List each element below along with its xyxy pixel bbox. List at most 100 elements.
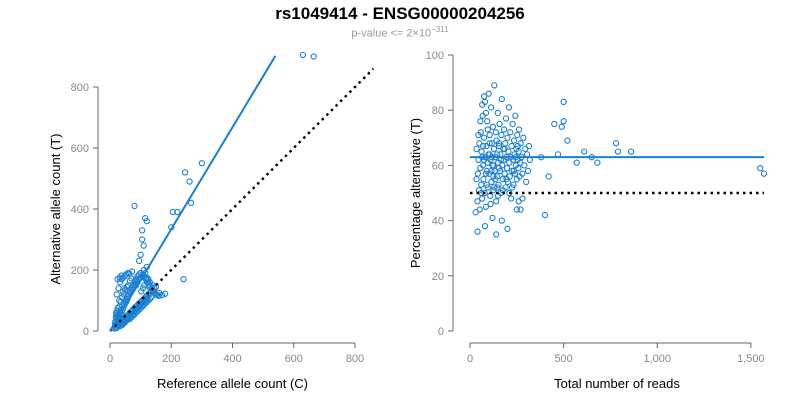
data-point	[182, 170, 187, 175]
data-point	[552, 121, 557, 126]
data-point	[511, 138, 516, 143]
data-point	[132, 203, 137, 208]
y-tick-label: 800	[71, 82, 89, 94]
data-point	[525, 168, 530, 173]
x-tick-label: 1,500	[737, 353, 765, 365]
data-point	[526, 143, 531, 148]
data-point	[493, 130, 498, 135]
data-point	[613, 141, 618, 146]
data-point	[559, 124, 564, 129]
plots-canvas: 0 200 400 600 8000200400600800Reference alle…	[0, 0, 800, 400]
x-axis-title: Reference allele count (C)	[157, 376, 308, 391]
data-point	[494, 199, 499, 204]
data-point	[488, 201, 493, 206]
data-point	[481, 135, 486, 140]
data-point	[189, 200, 194, 205]
data-point	[481, 177, 486, 182]
data-point	[141, 243, 146, 248]
data-point	[499, 97, 504, 102]
data-point	[524, 179, 529, 184]
data-point	[475, 171, 480, 176]
y-tick-label: 40	[432, 216, 444, 228]
y-tick-label: 200	[71, 265, 89, 277]
data-point	[565, 138, 570, 143]
data-point	[504, 166, 509, 171]
data-point	[488, 105, 493, 110]
y-axis-title: Percentage alternative (T)	[408, 118, 423, 268]
data-point	[140, 237, 145, 242]
data-point	[497, 121, 502, 126]
data-point	[506, 105, 511, 110]
data-point	[758, 166, 763, 171]
x-tick-label: 0	[467, 353, 473, 365]
data-point	[615, 149, 620, 154]
data-point	[491, 146, 496, 151]
data-point	[503, 141, 508, 146]
data-point	[478, 119, 483, 124]
x-axis-title: Total number of reads	[554, 376, 680, 391]
chart-panel-1: 0 200 400 600 800 0 200 400 600 800 Reference alle…	[48, 52, 373, 391]
data-point	[492, 83, 497, 88]
data-point	[520, 196, 525, 201]
x-tick-label: 0	[107, 353, 113, 365]
data-point	[490, 215, 495, 220]
y-tick-label: 100	[426, 50, 444, 62]
data-point	[501, 127, 506, 132]
y-tick-label: 80	[432, 105, 444, 117]
y-tick-label: 20	[432, 271, 444, 283]
data-region	[110, 52, 373, 331]
data-point	[561, 119, 566, 124]
y-tick-label: 0	[438, 326, 444, 338]
x-tick-label: 600	[285, 353, 303, 365]
data-point	[475, 229, 480, 234]
data-point	[485, 119, 490, 124]
data-point	[181, 277, 186, 282]
data-point	[574, 160, 579, 165]
y-tick-label: 60	[432, 160, 444, 172]
data-point	[582, 149, 587, 154]
data-point	[487, 132, 492, 137]
data-point	[761, 171, 766, 176]
figure: rs1049414 - ENSG00000204256 p-value <= 2…	[0, 0, 800, 400]
data-point	[595, 160, 600, 165]
data-point	[485, 127, 490, 132]
x-tick-label: 1,000	[643, 353, 671, 365]
data-point	[508, 130, 513, 135]
data-point	[300, 52, 305, 57]
data-point	[515, 132, 520, 137]
y-axis-title: Alternative allele count (T)	[48, 133, 63, 284]
data-point	[522, 163, 527, 168]
data-point	[516, 127, 521, 132]
data-region	[470, 83, 767, 237]
data-point	[474, 177, 479, 182]
y-tick-label: 600	[71, 143, 89, 155]
x-tick-label: 200	[162, 353, 180, 365]
data-point	[505, 226, 510, 231]
data-point	[187, 179, 192, 184]
data-point	[474, 146, 479, 151]
x-tick-label: 400	[223, 353, 241, 365]
data-point	[546, 174, 551, 179]
data-point	[481, 143, 486, 148]
data-point	[490, 124, 495, 129]
data-point	[482, 224, 487, 229]
data-point	[114, 292, 119, 297]
data-point	[479, 149, 484, 154]
data-point	[503, 116, 508, 121]
data-point	[136, 258, 141, 263]
data-point	[494, 232, 499, 237]
data-point	[561, 99, 566, 104]
data-point	[505, 135, 510, 140]
data-point	[513, 113, 518, 118]
data-point	[499, 132, 504, 137]
data-point	[509, 143, 514, 148]
data-point	[502, 171, 507, 176]
data-point	[140, 228, 145, 233]
x-tick-label: 500	[554, 353, 572, 365]
data-point	[199, 161, 204, 166]
data-point	[311, 54, 316, 59]
y-tick-label: 0	[83, 326, 89, 338]
data-point	[521, 135, 526, 140]
data-point	[495, 110, 500, 115]
data-point	[480, 196, 485, 201]
